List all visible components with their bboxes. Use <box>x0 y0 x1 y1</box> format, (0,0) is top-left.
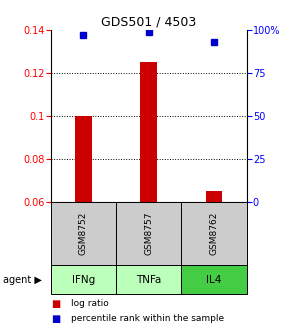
Bar <box>206 191 222 202</box>
Text: percentile rank within the sample: percentile rank within the sample <box>71 314 224 323</box>
Bar <box>140 62 157 202</box>
Text: GSM8757: GSM8757 <box>144 212 153 255</box>
Text: ■: ■ <box>51 314 60 324</box>
Text: TNFa: TNFa <box>136 275 161 285</box>
Text: GSM8752: GSM8752 <box>79 212 88 255</box>
Text: GDS501 / 4503: GDS501 / 4503 <box>101 15 196 28</box>
Text: IL4: IL4 <box>206 275 222 285</box>
Text: agent ▶: agent ▶ <box>3 275 42 285</box>
Text: GSM8762: GSM8762 <box>209 212 218 255</box>
Text: log ratio: log ratio <box>71 299 109 308</box>
Bar <box>75 116 92 202</box>
Text: ■: ■ <box>51 299 60 309</box>
Text: IFNg: IFNg <box>72 275 95 285</box>
